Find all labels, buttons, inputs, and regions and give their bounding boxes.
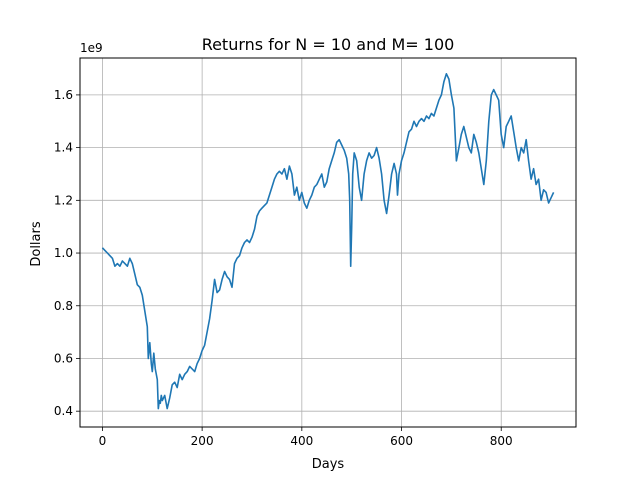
x-tick-label: 0 (99, 434, 107, 448)
ticks: 0 200 400 600 800 0.4 0.6 0.8 1.0 1.2 1.4 1.6 (54, 88, 513, 448)
series-line (101, 73, 555, 410)
y-tick-label: 1.2 (54, 193, 73, 207)
x-tick-label: 600 (390, 434, 413, 448)
grid (80, 58, 576, 427)
y-axis-label: Dollars (29, 221, 44, 266)
series-layer (101, 73, 555, 410)
plot-frame (79, 57, 577, 428)
y-tick-label: 1.4 (54, 141, 73, 155)
x-tick-label: 200 (191, 434, 214, 448)
y-tick-label: 0.6 (54, 351, 73, 365)
y-tick-label: 1.0 (54, 246, 73, 260)
x-tick-label: 800 (490, 434, 513, 448)
y-tick-label: 1.6 (54, 88, 73, 102)
x-axis-label: Days (312, 457, 345, 472)
y-tick-label: 0.4 (54, 404, 73, 418)
chart-title: Returns for N = 10 and M= 100 (202, 35, 455, 54)
x-tick-label: 400 (290, 434, 313, 448)
y-offset-label: 1e9 (80, 41, 103, 55)
y-tick-label: 0.8 (54, 299, 73, 313)
